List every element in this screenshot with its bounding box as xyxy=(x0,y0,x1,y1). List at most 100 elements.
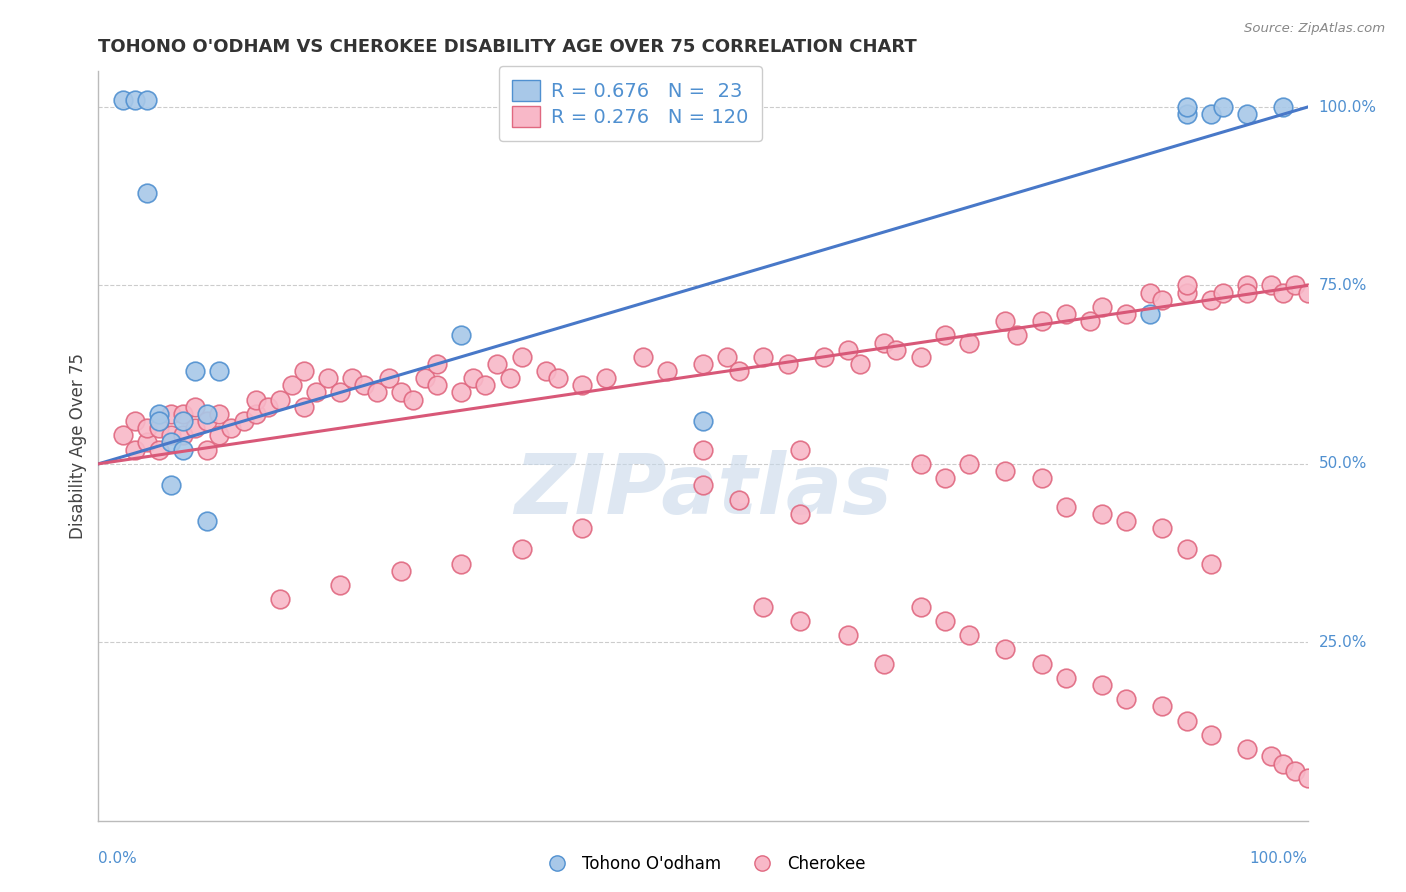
Point xyxy=(1115,307,1137,321)
Point xyxy=(208,364,231,378)
Point xyxy=(292,400,315,414)
Point xyxy=(1296,285,1319,300)
Point xyxy=(571,521,593,535)
Point xyxy=(389,385,412,400)
Point xyxy=(1152,293,1174,307)
Point xyxy=(1175,107,1198,121)
Point xyxy=(934,328,956,343)
Point xyxy=(873,335,896,350)
Point xyxy=(486,357,509,371)
Point xyxy=(184,400,207,414)
Text: ZIPatlas: ZIPatlas xyxy=(515,450,891,532)
Point xyxy=(1139,307,1161,321)
Point xyxy=(1236,278,1258,293)
Point xyxy=(413,371,436,385)
Point xyxy=(534,364,557,378)
Point xyxy=(111,93,134,107)
Point xyxy=(1054,500,1077,514)
Point xyxy=(195,514,218,528)
Point xyxy=(1078,314,1101,328)
Point xyxy=(208,428,231,442)
Point xyxy=(111,428,134,442)
Point xyxy=(547,371,569,385)
Point xyxy=(957,628,980,642)
Point xyxy=(1175,100,1198,114)
Point xyxy=(752,350,775,364)
Point xyxy=(1007,328,1029,343)
Point xyxy=(692,414,714,428)
Point xyxy=(305,385,328,400)
Text: TOHONO O'ODHAM VS CHEROKEE DISABILITY AGE OVER 75 CORRELATION CHART: TOHONO O'ODHAM VS CHEROKEE DISABILITY AG… xyxy=(98,38,917,56)
Point xyxy=(1212,100,1234,114)
Point xyxy=(886,343,908,357)
Point xyxy=(994,642,1017,657)
Point xyxy=(269,392,291,407)
Point xyxy=(329,578,352,592)
Point xyxy=(402,392,425,407)
Point xyxy=(172,407,194,421)
Point xyxy=(245,407,267,421)
Point xyxy=(160,407,183,421)
Point xyxy=(1152,521,1174,535)
Point xyxy=(789,507,811,521)
Point xyxy=(148,421,170,435)
Point xyxy=(498,371,520,385)
Point xyxy=(849,357,872,371)
Point xyxy=(1260,278,1282,293)
Point xyxy=(910,599,932,614)
Point xyxy=(195,442,218,457)
Point xyxy=(837,628,859,642)
Point xyxy=(160,428,183,442)
Point xyxy=(1284,764,1306,778)
Point xyxy=(172,442,194,457)
Point xyxy=(281,378,304,392)
Point xyxy=(124,414,146,428)
Point xyxy=(1284,278,1306,293)
Point xyxy=(1199,728,1222,742)
Point xyxy=(1199,557,1222,571)
Point xyxy=(655,364,678,378)
Point xyxy=(366,385,388,400)
Point xyxy=(934,471,956,485)
Point xyxy=(1272,285,1295,300)
Point xyxy=(172,414,194,428)
Point xyxy=(450,328,472,343)
Point xyxy=(135,421,157,435)
Point xyxy=(1175,285,1198,300)
Point xyxy=(837,343,859,357)
Point xyxy=(1272,756,1295,771)
Point xyxy=(353,378,375,392)
Point xyxy=(389,564,412,578)
Point xyxy=(474,378,496,392)
Point xyxy=(1272,100,1295,114)
Point xyxy=(269,592,291,607)
Point xyxy=(135,93,157,107)
Point xyxy=(184,421,207,435)
Point xyxy=(195,407,218,421)
Point xyxy=(1199,107,1222,121)
Point xyxy=(957,457,980,471)
Point xyxy=(148,442,170,457)
Point xyxy=(172,428,194,442)
Point xyxy=(1236,285,1258,300)
Point xyxy=(256,400,278,414)
Text: Source: ZipAtlas.com: Source: ZipAtlas.com xyxy=(1244,22,1385,36)
Point xyxy=(994,464,1017,478)
Point xyxy=(692,357,714,371)
Point xyxy=(1115,692,1137,706)
Point xyxy=(292,364,315,378)
Point xyxy=(1212,285,1234,300)
Point xyxy=(1260,749,1282,764)
Point xyxy=(994,314,1017,328)
Point xyxy=(813,350,835,364)
Point xyxy=(148,414,170,428)
Point xyxy=(195,414,218,428)
Point xyxy=(752,599,775,614)
Legend: R = 0.676   N =  23, R = 0.276   N = 120: R = 0.676 N = 23, R = 0.276 N = 120 xyxy=(499,66,762,141)
Point xyxy=(1199,293,1222,307)
Point xyxy=(1031,657,1053,671)
Point xyxy=(1139,285,1161,300)
Point xyxy=(934,614,956,628)
Point xyxy=(631,350,654,364)
Point xyxy=(1236,107,1258,121)
